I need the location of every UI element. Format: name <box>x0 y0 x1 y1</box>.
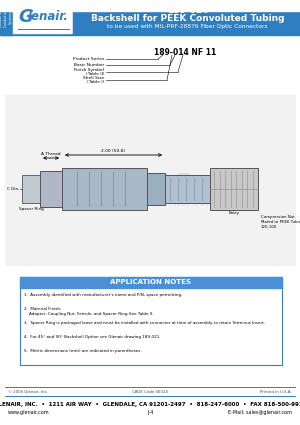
Text: Conduit and
Conduit and
Systems: Conduit and Conduit and Systems <box>0 8 13 27</box>
Bar <box>165 175 210 203</box>
Text: Product Series: Product Series <box>73 57 104 61</box>
Text: Compression Nut
Mated to PEEK Tubing
120-100: Compression Nut Mated to PEEK Tubing 120… <box>261 215 300 230</box>
Text: 189-014 NF 11: 189-014 NF 11 <box>154 48 216 57</box>
Bar <box>0 0 300 11</box>
Bar <box>22 175 40 203</box>
Text: Shell Size
(Table I): Shell Size (Table I) <box>83 76 104 84</box>
Bar <box>0 0 12 35</box>
Bar <box>5 95 295 265</box>
Bar <box>147 173 165 205</box>
Text: C Dia.: C Dia. <box>7 187 19 191</box>
Text: ЭЛЕКТРОННЫЙ  ПОРТАЛ: ЭЛЕКТРОННЫЙ ПОРТАЛ <box>101 198 209 207</box>
Text: GLENAIR, INC.  •  1211 AIR WAY  •  GLENDALE, CA 91201-2497  •  818-247-6000  •  : GLENAIR, INC. • 1211 AIR WAY • GLENDALE,… <box>0 402 300 407</box>
Bar <box>210 168 258 210</box>
Bar <box>13 2 71 33</box>
Text: A Thread: A Thread <box>41 152 61 156</box>
Text: APPLICATION NOTES: APPLICATION NOTES <box>110 280 191 286</box>
Text: 2.  Material Finish:
    Adapter, Coupling Nut, Ferrule, and Spacer Ring-See Tab: 2. Material Finish: Adapter, Coupling Nu… <box>24 307 153 316</box>
Text: 5.  Metric dimensions (mm) are indicated in parentheses.: 5. Metric dimensions (mm) are indicated … <box>24 349 142 353</box>
Text: 1.  Assembly identified with manufacturer's name and P/N, space permitting.: 1. Assembly identified with manufacturer… <box>24 293 182 297</box>
Text: Spacer Ring: Spacer Ring <box>19 207 44 211</box>
Text: Finish Symbol
(Table II): Finish Symbol (Table II) <box>74 68 104 76</box>
Text: E-Mail: sales@glenair.com: E-Mail: sales@glenair.com <box>228 410 292 415</box>
Text: 189-014: 189-014 <box>167 6 208 14</box>
Text: © 2006 Glenair, Inc.: © 2006 Glenair, Inc. <box>8 390 48 394</box>
Text: 4.  For 45° and 90° Backshell Option see Glenair drawing 189-021.: 4. For 45° and 90° Backshell Option see … <box>24 335 160 339</box>
Text: Entry: Entry <box>228 211 240 215</box>
Text: Printed in U.S.A.: Printed in U.S.A. <box>260 390 292 394</box>
Text: lenair.: lenair. <box>28 10 69 23</box>
Text: to be used with MIL-PRF-28876 Fiber Optic Connectors: to be used with MIL-PRF-28876 Fiber Opti… <box>107 23 268 28</box>
Text: 2.00 (50.8): 2.00 (50.8) <box>101 149 125 153</box>
Text: G: G <box>18 8 33 25</box>
Bar <box>20 277 282 365</box>
Text: CAGE Code 06324: CAGE Code 06324 <box>132 390 168 394</box>
Text: J-4: J-4 <box>147 410 153 415</box>
Text: КАЗУС: КАЗУС <box>66 172 194 204</box>
Text: Basic Number: Basic Number <box>74 63 104 67</box>
Bar <box>0 0 300 35</box>
Bar <box>62 168 147 210</box>
Text: .ru: .ru <box>204 171 226 189</box>
Text: Backshell for PEEK Convoluted Tubing: Backshell for PEEK Convoluted Tubing <box>91 14 284 23</box>
Bar <box>20 277 282 288</box>
Bar <box>40 171 62 207</box>
Text: www.glenair.com: www.glenair.com <box>8 410 50 415</box>
Text: 3.  Spacer Ring is packaged loose and must be installed with connector at time o: 3. Spacer Ring is packaged loose and mus… <box>24 321 265 325</box>
